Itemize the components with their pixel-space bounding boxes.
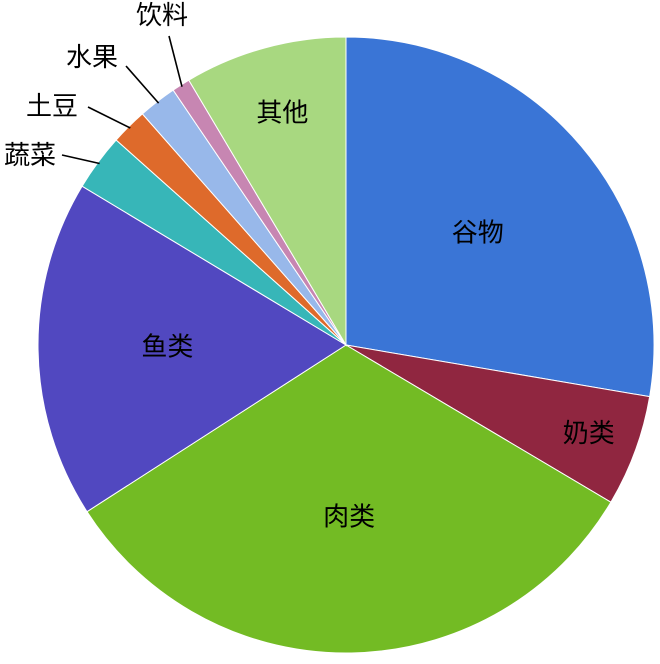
slice-7-leader-line [125,65,160,104]
slice-6-label: 土豆 [26,92,78,122]
slice-1-label: 谷物 [452,219,504,249]
slice-8-label: 饮料 [136,1,188,31]
slice-9-wedge [188,36,347,347]
slice-3-label: 肉类 [323,503,375,533]
slice-9-label: 其他 [256,98,308,128]
slice-5-label: 蔬菜 [4,141,56,171]
slice-7-label: 水果 [66,43,118,73]
slice-2-label: 奶类 [563,419,615,449]
slice-4-label: 鱼类 [141,333,193,363]
slice-8-leader-line [168,35,183,87]
slice-5-leader-line [61,154,100,165]
slice-4-wedge [37,185,347,513]
slice-1-wedge [345,36,655,398]
slice-3-wedge [86,344,612,654]
slice-6-leader-line [87,106,131,129]
